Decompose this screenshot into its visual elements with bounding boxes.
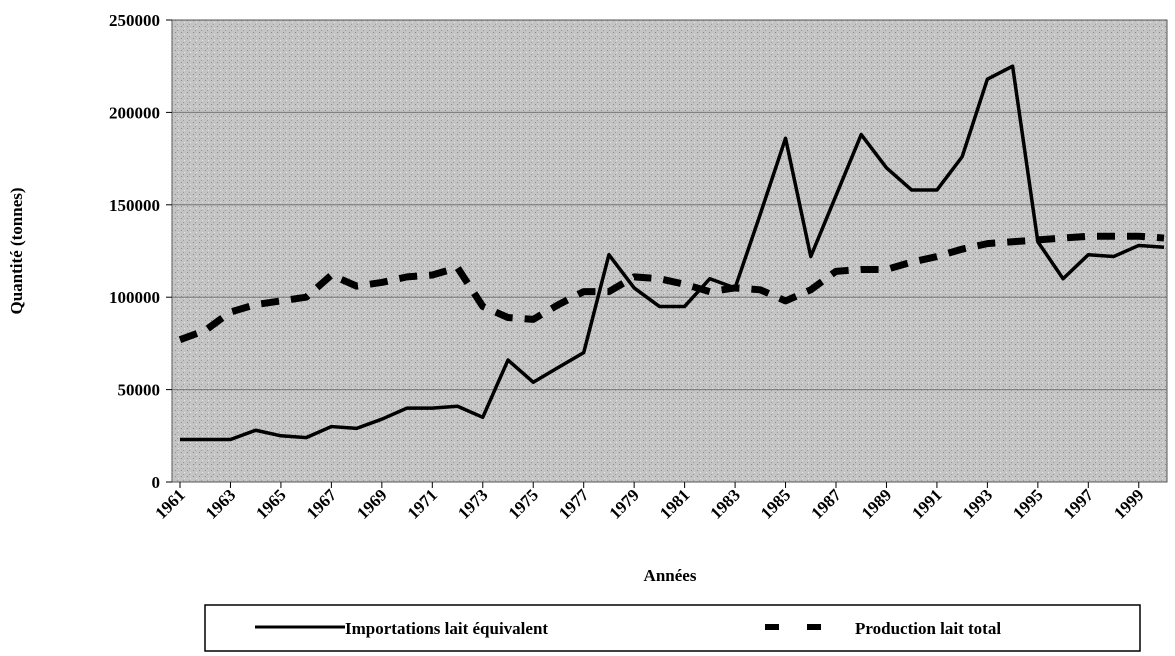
y-tick-label: 150000 (109, 196, 160, 215)
x-tick-label: 1971 (404, 485, 441, 522)
x-tick-label: 1969 (353, 485, 390, 522)
x-tick-label: 1963 (202, 485, 239, 522)
x-tick-label: 1989 (858, 485, 895, 522)
data-line (178, 232, 1165, 343)
y-tick-label: 200000 (109, 103, 160, 122)
y-tick-label: 100000 (109, 288, 160, 307)
x-tick-label: 1983 (706, 485, 743, 522)
x-tick-label: 1999 (1110, 485, 1147, 522)
legend-label: Importations lait équivalent (345, 619, 548, 638)
x-tick-label: 1985 (757, 485, 794, 522)
data-line (180, 64, 1165, 442)
y-tick-label: 50000 (118, 381, 161, 400)
legend (204, 604, 1141, 652)
x-tick-label: 1967 (303, 485, 341, 523)
x-tick-label: 1973 (454, 485, 491, 522)
x-tick-label: 1987 (807, 485, 845, 523)
x-axis-label: Années (644, 566, 697, 585)
x-tick-label: 1993 (959, 485, 996, 522)
x-tick-label: 1965 (252, 485, 289, 522)
y-axis-label: Quantité (tonnes) (7, 187, 26, 314)
legend-label: Production lait total (855, 619, 1001, 638)
x-tick-label: 1997 (1060, 485, 1098, 523)
x-tick-label: 1995 (1009, 485, 1046, 522)
x-tick-label: 1991 (908, 485, 945, 522)
x-tick-label: 1981 (656, 485, 693, 522)
y-tick-label: 0 (152, 473, 161, 492)
x-tick-label: 1977 (555, 485, 593, 523)
plot-area (171, 19, 1168, 483)
x-tick-label: 1975 (505, 485, 542, 522)
x-tick-label: 1979 (606, 485, 643, 522)
y-tick-label: 250000 (109, 11, 160, 30)
